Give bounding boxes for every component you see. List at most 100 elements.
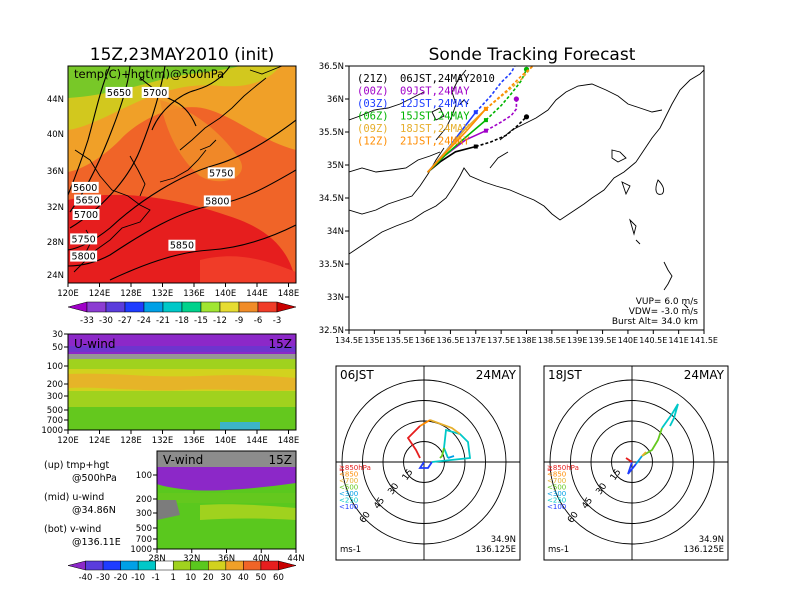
level-legend-item: <300 bbox=[547, 490, 566, 498]
level-legend-item: <500 bbox=[547, 484, 566, 492]
colorbar-swatch bbox=[200, 301, 221, 313]
left-title: 15Z,23MAY2010 (init) bbox=[90, 45, 275, 65]
polar-lon: 136.125E bbox=[475, 545, 516, 555]
hodograph-segment bbox=[625, 457, 633, 463]
lat-tick: 40N bbox=[47, 130, 64, 140]
colorbar-swatch bbox=[225, 560, 244, 571]
lon-tick: 148E bbox=[278, 436, 300, 446]
lon-tick: 135E bbox=[364, 336, 384, 345]
lon-tick: 132E bbox=[152, 289, 174, 299]
lon-tick: 141E bbox=[668, 336, 688, 345]
polar-plot-18jst: 18JST 24MAY15304560≧850hPa<850<700<500<30… bbox=[543, 365, 729, 561]
polar-unit: ms-1 bbox=[340, 545, 361, 555]
lon-tick: 141.5E bbox=[690, 336, 718, 345]
colorbar-label: 20 bbox=[203, 573, 214, 583]
level-legend-item: <100 bbox=[547, 503, 566, 511]
lon-tick: 120E bbox=[57, 436, 79, 446]
lat-tick: 32N bbox=[47, 203, 64, 213]
colorbar-label: 50 bbox=[256, 573, 267, 583]
track-descent bbox=[485, 99, 518, 132]
lon-tick: 140.5E bbox=[639, 336, 667, 345]
lon-tick: 138.5E bbox=[538, 336, 566, 345]
landing-point bbox=[513, 96, 519, 102]
level-tick: 50 bbox=[52, 343, 63, 353]
level-tick: 700 bbox=[47, 416, 63, 426]
hodograph-segment bbox=[447, 455, 455, 459]
level-tick: 200 bbox=[136, 495, 152, 505]
contour-label: 5750 bbox=[209, 168, 233, 179]
legend-time: 18JST,24MAY bbox=[400, 123, 470, 135]
lon-tick: 139E bbox=[567, 336, 587, 345]
contour-label-box bbox=[105, 86, 133, 98]
colorbar-swatch bbox=[86, 301, 107, 313]
contour-label: 5700 bbox=[143, 88, 167, 99]
track-descent bbox=[485, 66, 535, 110]
contour-label-box bbox=[70, 233, 98, 245]
colorbar-label: -30 bbox=[99, 316, 113, 326]
note-line: @34.86N bbox=[72, 505, 116, 516]
contour-label-box bbox=[74, 194, 102, 206]
top-panel-label: temp(C)+hgt(m)@500hPa bbox=[74, 67, 224, 81]
lat-tick: 34.5N bbox=[319, 194, 344, 204]
colorbar-swatch bbox=[219, 301, 240, 313]
colorbar-swatch bbox=[162, 301, 183, 313]
hodograph-segment bbox=[641, 451, 647, 457]
colorbar-swatch bbox=[102, 560, 121, 571]
temp-colorbar: -33 -30 -27 -24 -21 -18 -15 -12 -9 -6 -3 bbox=[67, 301, 297, 326]
polar-date: 24MAY bbox=[684, 368, 725, 382]
hodograph-segment bbox=[627, 461, 637, 475]
legend-code: (06Z) bbox=[357, 111, 389, 123]
colorbar-swatch bbox=[260, 560, 279, 571]
colorbar-swatch bbox=[243, 560, 262, 571]
level-legend-item: <250 bbox=[547, 497, 566, 505]
lat-tick: 34N bbox=[327, 227, 344, 237]
track-ascent bbox=[427, 108, 487, 173]
note-line: @136.11E bbox=[72, 537, 121, 548]
lat-tick: 44N bbox=[287, 554, 304, 564]
level-legend-item: <700 bbox=[547, 477, 566, 485]
colorbar-swatch bbox=[208, 560, 227, 571]
colorbar-label: -9 bbox=[235, 316, 243, 326]
colorbar-swatch bbox=[257, 301, 278, 313]
level-tick: 500 bbox=[136, 524, 152, 534]
level-legend-item: <700 bbox=[339, 477, 358, 485]
contour-label-box bbox=[70, 250, 98, 262]
lon-tick: 136.5E bbox=[436, 336, 464, 345]
colorbar-swatch bbox=[137, 560, 156, 571]
lon-tick: 140E bbox=[215, 436, 237, 446]
colorbar-label: -33 bbox=[80, 316, 94, 326]
burst-point bbox=[483, 106, 488, 111]
colorbar-label: 10 bbox=[185, 573, 196, 583]
hodograph-segment bbox=[418, 461, 433, 469]
level-tick: 700 bbox=[136, 535, 152, 545]
colorbar-label: -24 bbox=[137, 316, 151, 326]
legend-time: 09JST,24MAY bbox=[400, 86, 470, 98]
legend-time: 06JST,24MAY2010 bbox=[400, 73, 495, 85]
colorbar-swatch bbox=[105, 301, 126, 313]
lon-tick: 140E bbox=[215, 289, 237, 299]
level-tick: 100 bbox=[47, 362, 63, 372]
landing-point bbox=[523, 114, 530, 120]
polar-frame bbox=[335, 365, 521, 561]
level-tick: 1000 bbox=[130, 545, 152, 555]
legend-time: 15JST,24MAY bbox=[400, 111, 470, 123]
polar-time: 06JST bbox=[340, 368, 374, 382]
colorbar-label: -12 bbox=[213, 316, 227, 326]
level-legend-item: <500 bbox=[339, 484, 358, 492]
lon-tick: 144E bbox=[246, 436, 268, 446]
colorbar-label: 40 bbox=[238, 573, 249, 583]
track-descent bbox=[475, 66, 516, 113]
colorbar-label: 1 bbox=[171, 573, 176, 583]
contour-label-box bbox=[207, 167, 235, 179]
colorbar-swatch bbox=[278, 560, 297, 571]
right-title: Sonde Tracking Forecast bbox=[429, 45, 636, 65]
contour-label: 5600 bbox=[73, 183, 97, 194]
lon-tick: 137E bbox=[466, 336, 486, 345]
tracking-map: 36.5N 36N 35.5N 35N 34.5N 34N 33.5N 33N 32.5N 13… bbox=[319, 62, 718, 345]
legend-code: (09Z) bbox=[357, 123, 389, 135]
level-legend-item: <250 bbox=[339, 497, 358, 505]
lat-tick: 24N bbox=[47, 271, 64, 281]
param-line: VDW= -3.0 m/s bbox=[629, 307, 699, 317]
